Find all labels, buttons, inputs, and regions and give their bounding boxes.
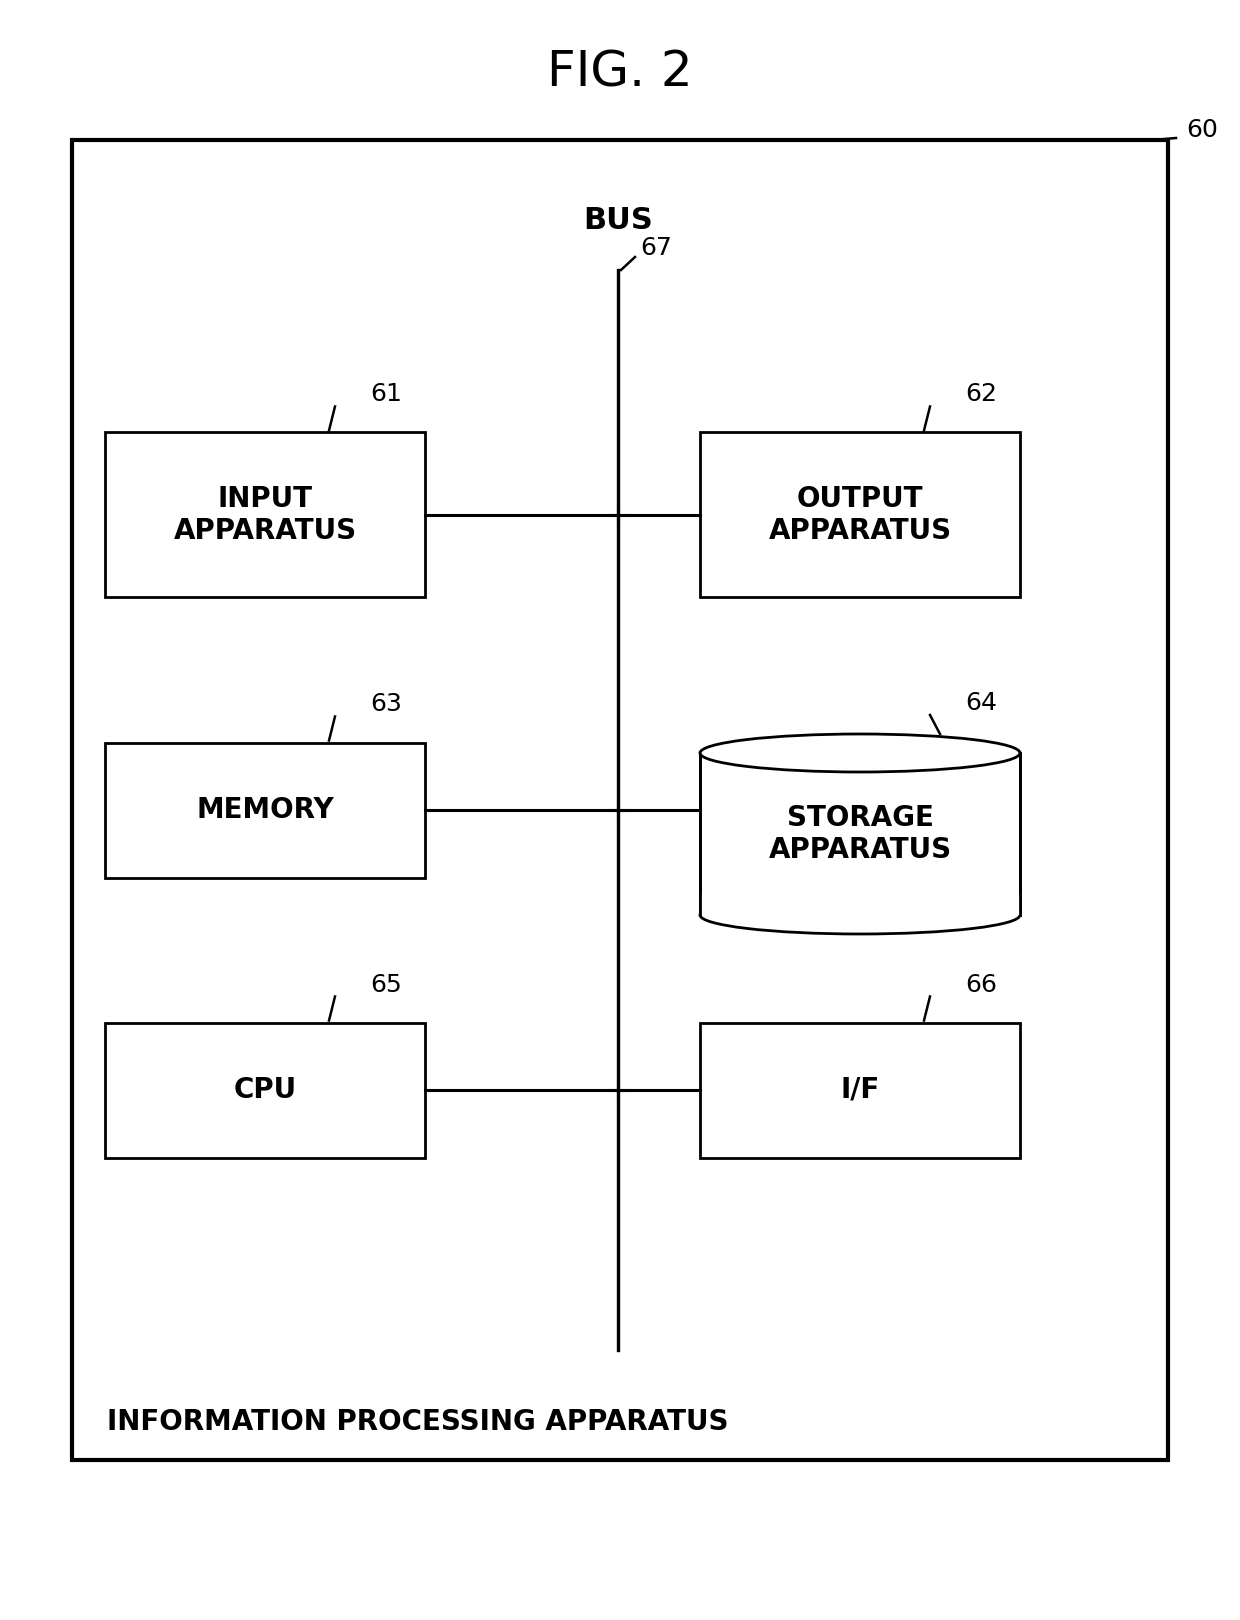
Text: 64: 64 <box>965 692 997 714</box>
Text: 60: 60 <box>1185 118 1218 143</box>
Text: 61: 61 <box>370 382 402 407</box>
Text: 65: 65 <box>370 972 402 996</box>
Text: 66: 66 <box>965 972 997 996</box>
Text: CPU: CPU <box>233 1076 296 1103</box>
Text: 62: 62 <box>965 382 997 407</box>
Text: STORAGE
APPARATUS: STORAGE APPARATUS <box>769 804 951 863</box>
Bar <box>701 1022 1021 1158</box>
Bar <box>72 139 1168 1460</box>
Text: INFORMATION PROCESSING APPARATUS: INFORMATION PROCESSING APPARATUS <box>107 1408 729 1435</box>
Text: 67: 67 <box>640 237 672 259</box>
Ellipse shape <box>701 734 1021 773</box>
Bar <box>701 894 1021 915</box>
Bar <box>105 742 425 878</box>
Text: INPUT
APPARATUS: INPUT APPARATUS <box>174 484 357 546</box>
Text: FIG. 2: FIG. 2 <box>547 49 693 97</box>
Bar <box>105 1022 425 1158</box>
Ellipse shape <box>701 896 1021 935</box>
Bar <box>105 433 425 598</box>
Bar <box>701 433 1021 598</box>
Text: BUS: BUS <box>583 206 653 235</box>
Bar <box>701 753 1021 915</box>
Text: OUTPUT
APPARATUS: OUTPUT APPARATUS <box>769 484 951 546</box>
Text: MEMORY: MEMORY <box>196 795 334 825</box>
Text: I/F: I/F <box>841 1076 879 1103</box>
Text: 63: 63 <box>370 692 402 716</box>
